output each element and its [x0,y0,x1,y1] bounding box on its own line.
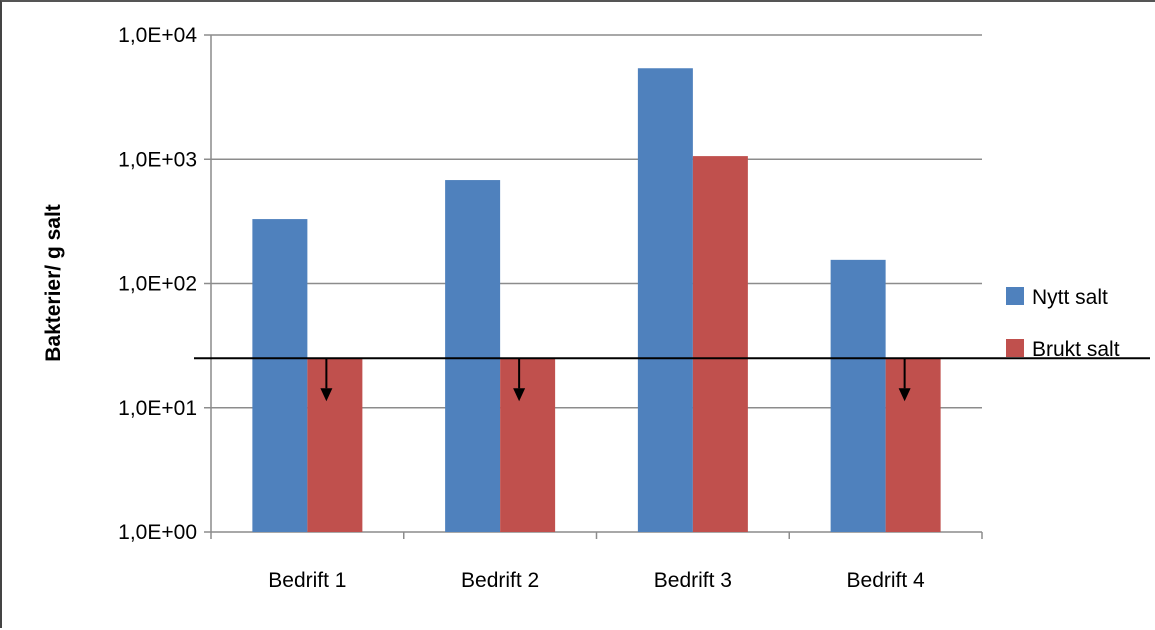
y-tick-label: 1,0E+01 [118,397,197,420]
bars [252,68,941,533]
bar [885,358,941,532]
y-tick-label: 1,0E+00 [118,521,197,544]
detection-limit [194,357,1150,402]
y-tick-label: 1,0E+02 [118,273,197,296]
legend: Nytt salt Brukt salt [1006,286,1120,361]
x-tick-label: Bedrift 2 [461,569,539,592]
bar [637,68,693,533]
legend-label: Brukt salt [1032,338,1120,361]
legend-label: Nytt salt [1032,286,1108,309]
arrow-head [898,388,911,402]
arrow-head [513,388,526,402]
bar [252,219,308,532]
y-axis-title: Bakterier/ g salt [42,204,65,362]
x-tick-label: Bedrift 4 [847,569,926,592]
arrow-head [320,388,333,402]
x-tick-label: Bedrift 1 [268,569,346,592]
bar [500,358,556,532]
y-tick-label: 1,0E+04 [118,24,197,47]
y-tick-label: 1,0E+03 [118,148,197,171]
bar [445,180,501,532]
x-tick-label: Bedrift 3 [654,569,732,592]
bar [830,259,886,532]
legend-swatch [1006,287,1024,305]
bar [692,156,748,532]
axis-labels: 1,0E+00 1,0E+01 1,0E+02 1,0E+03 1,0E+04 Bedri… [118,24,925,592]
bar [307,358,363,532]
legend-swatch [1006,339,1024,357]
